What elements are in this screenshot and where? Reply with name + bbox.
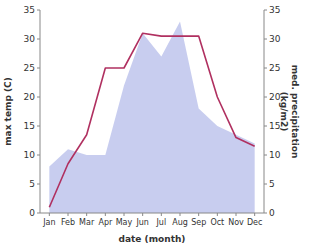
y-tick-label: 15 [24, 121, 35, 131]
y2-tick [264, 155, 267, 156]
x-tick [124, 213, 125, 216]
y-tick [37, 68, 40, 69]
y2-tick-label: 0 [269, 208, 275, 218]
temperature-line [49, 33, 254, 207]
x-tick-label: Feb [61, 218, 75, 227]
y-tick [37, 155, 40, 156]
y2-axis-label: med. precipitation(kg/m2) [279, 65, 300, 159]
x-tick-label: Aug [172, 218, 188, 227]
y2-axis-label-line: med. precipitation [290, 65, 300, 159]
y-tick-label: 20 [24, 92, 36, 102]
y2-tick-label: 30 [269, 34, 281, 44]
chart: 0 5 10 15 20 25 30 35 0 5 10 15 20 25 30 35 Jan Feb MarApr… [0, 0, 318, 247]
y-tick-label: 0 [29, 208, 35, 218]
y2-axis-label-line: (kg/m2) [279, 92, 289, 132]
y2-tick [264, 126, 267, 127]
y-axis-line [40, 10, 41, 213]
y2-tick-label: 15 [269, 121, 280, 131]
x-tick-label: Dec [247, 218, 262, 227]
y-tick [37, 10, 40, 11]
y-tick [37, 39, 40, 40]
x-tick [198, 213, 199, 216]
y-tick-label: 10 [24, 150, 36, 160]
y2-tick [264, 213, 267, 214]
x-tick [217, 213, 218, 216]
x-tick-label: Jan [42, 218, 55, 227]
x-tick-label: Apr [98, 218, 113, 227]
y2-tick-label: 25 [269, 63, 280, 73]
y-tick-label: 25 [24, 63, 35, 73]
x-tick-label: Sep [191, 218, 206, 227]
x-tick-label: May [116, 218, 133, 227]
y2-tick [264, 97, 267, 98]
y2-tick-label: 35 [269, 5, 280, 15]
x-tick [180, 213, 181, 216]
y2-tick [264, 184, 267, 185]
x-axis-line [40, 213, 264, 214]
x-tick-label: Jun [135, 218, 149, 227]
x-tick [105, 213, 106, 216]
y-tick [37, 126, 40, 127]
y-tick [37, 213, 40, 214]
y-axis-label: max temp (C) [3, 77, 13, 146]
x-tick [142, 213, 143, 216]
x-axis-label: date (month) [119, 234, 186, 244]
x-tick [236, 213, 237, 216]
x-tick [161, 213, 162, 216]
y2-tick-label: 10 [269, 150, 281, 160]
x-tick [49, 213, 50, 216]
x-tick [254, 213, 255, 216]
y2-axis-line [264, 10, 265, 213]
y-tick [37, 184, 40, 185]
x-tick [86, 213, 87, 216]
y2-tick [264, 68, 267, 69]
y2-tick-label: 20 [269, 92, 281, 102]
precipitation-area [49, 22, 254, 213]
y-tick-label: 30 [24, 34, 36, 44]
y2-tick [264, 10, 267, 11]
x-tick-label: Nov [228, 218, 244, 227]
y-tick [37, 97, 40, 98]
y2-tick-label: 5 [269, 179, 275, 189]
y-tick-label: 5 [29, 179, 35, 189]
y-tick-label: 35 [24, 5, 35, 15]
y2-tick [264, 39, 267, 40]
x-tick-label: Oct [210, 218, 224, 227]
plot-area [49, 22, 254, 213]
x-tick-label: Jul [156, 218, 167, 227]
x-tick-label: Mar [79, 218, 95, 227]
x-tick [68, 213, 69, 216]
